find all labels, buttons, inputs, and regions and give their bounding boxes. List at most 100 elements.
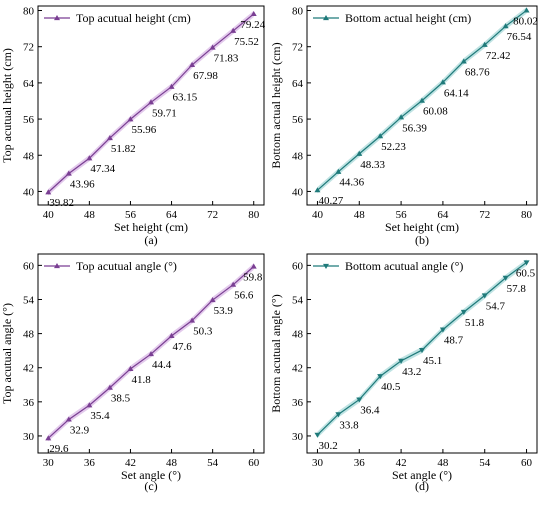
legend-marker <box>54 15 60 21</box>
data-label: 75.52 <box>234 36 259 48</box>
data-point <box>439 79 446 85</box>
data-point <box>439 327 446 333</box>
y-axis-label: Top acutual height (cm) <box>0 48 14 163</box>
y-tick-label: 48 <box>23 150 35 162</box>
data-label: 55.96 <box>131 124 156 136</box>
y-tick-label: 30 <box>23 431 35 443</box>
x-axis-label: Set height (cm) <box>114 220 188 234</box>
data-label: 59.8 <box>243 272 263 284</box>
data-label: 48.33 <box>360 159 385 171</box>
data-point <box>377 133 384 139</box>
x-axis-label: Set angle (°) <box>392 468 452 482</box>
data-point <box>168 332 175 338</box>
data-label: 38.5 <box>111 393 131 405</box>
x-tick-label: 60 <box>521 457 533 469</box>
y-tick-label: 80 <box>23 6 35 18</box>
y-tick-label: 42 <box>23 363 34 375</box>
y-tick-label: 56 <box>23 114 35 126</box>
x-tick-label: 48 <box>437 457 449 469</box>
x-tick-label: 80 <box>521 209 533 221</box>
data-point <box>502 23 509 29</box>
y-tick-label: 54 <box>292 294 304 306</box>
y-axis-label: Bottom acutual angle (°) <box>269 294 283 412</box>
data-label: 51.8 <box>465 317 485 329</box>
legend-label: Bottom actual height (cm) <box>345 11 471 25</box>
data-label: 52.23 <box>381 141 406 153</box>
data-point <box>127 116 134 122</box>
data-label: 29.6 <box>49 443 69 455</box>
x-tick-label: 40 <box>312 209 324 221</box>
data-label: 40.27 <box>318 195 343 207</box>
x-tick-label: 64 <box>437 209 449 221</box>
x-tick-label: 56 <box>396 209 408 221</box>
x-tick-label: 54 <box>207 457 219 469</box>
data-point <box>65 170 72 176</box>
y-tick-label: 60 <box>23 260 35 272</box>
legend-marker <box>323 263 329 269</box>
y-tick-label: 60 <box>292 260 304 272</box>
data-point <box>106 134 113 141</box>
data-label: 71.83 <box>214 52 239 64</box>
panel-label: (a) <box>144 233 157 247</box>
data-label: 60.5 <box>516 268 536 280</box>
data-point <box>209 44 216 50</box>
chart-panel-1: 40 48 56 64 72 80 40 48 56 64 72 80 Set height (cm) B… <box>269 5 538 247</box>
y-tick-label: 64 <box>292 78 304 90</box>
panel-label: (d) <box>415 479 429 493</box>
x-tick-label: 36 <box>84 457 96 469</box>
data-point <box>335 412 342 418</box>
x-tick-label: 64 <box>166 209 178 221</box>
y-tick-label: 48 <box>292 150 304 162</box>
data-point <box>148 99 154 105</box>
x-tick-label: 48 <box>84 209 96 221</box>
legend-label: Bottom acutual angle (°) <box>345 259 463 273</box>
data-label: 76.54 <box>507 31 532 43</box>
data-label: 44.36 <box>339 177 364 189</box>
y-tick-label: 48 <box>23 329 35 341</box>
x-tick-label: 40 <box>43 209 55 221</box>
data-label: 48.7 <box>444 335 464 347</box>
x-tick-label: 80 <box>248 209 260 221</box>
data-point <box>502 275 509 281</box>
data-label: 44.4 <box>152 359 172 371</box>
data-label: 56.6 <box>234 290 254 302</box>
y-tick-label: 36 <box>23 397 35 409</box>
plot-frame <box>37 5 265 206</box>
data-point <box>45 189 52 195</box>
x-tick-label: 48 <box>166 457 178 469</box>
y-axis-label: Top acutual angle (°) <box>0 303 14 404</box>
data-point <box>419 347 425 354</box>
data-point <box>189 317 196 323</box>
data-label: 56.39 <box>402 122 427 134</box>
chart-panel-2: 30 36 42 48 54 60 30 36 42 48 54 60 Set angle (°) Top… <box>0 253 265 493</box>
data-label: 60.08 <box>423 106 448 118</box>
data-point <box>189 61 196 67</box>
y-tick-label: 42 <box>292 363 303 375</box>
legend-label: Top acutual height (cm) <box>76 11 191 25</box>
data-label: 41.8 <box>131 374 151 386</box>
data-point <box>148 351 154 357</box>
data-point <box>230 27 237 33</box>
y-tick-label: 30 <box>292 431 304 443</box>
data-label: 47.34 <box>90 163 115 175</box>
data-label: 64.14 <box>444 87 469 99</box>
y-tick-label: 80 <box>292 6 304 18</box>
data-point <box>419 97 425 103</box>
y-tick-label: 48 <box>292 329 304 341</box>
y-tick-label: 64 <box>23 78 35 90</box>
data-point <box>168 83 175 89</box>
data-point <box>230 281 237 287</box>
y-tick-label: 56 <box>292 114 304 126</box>
y-tick-label: 72 <box>23 42 34 54</box>
data-point <box>377 374 384 380</box>
data-label: 30.2 <box>318 440 337 452</box>
data-point <box>523 7 530 13</box>
data-point <box>460 309 467 315</box>
data-label: 50.3 <box>193 326 213 338</box>
panel-label: (b) <box>415 233 429 247</box>
x-tick-label: 36 <box>354 457 366 469</box>
data-label: 59.71 <box>152 107 177 119</box>
x-tick-label: 72 <box>207 209 218 221</box>
x-tick-label: 30 <box>312 457 324 469</box>
